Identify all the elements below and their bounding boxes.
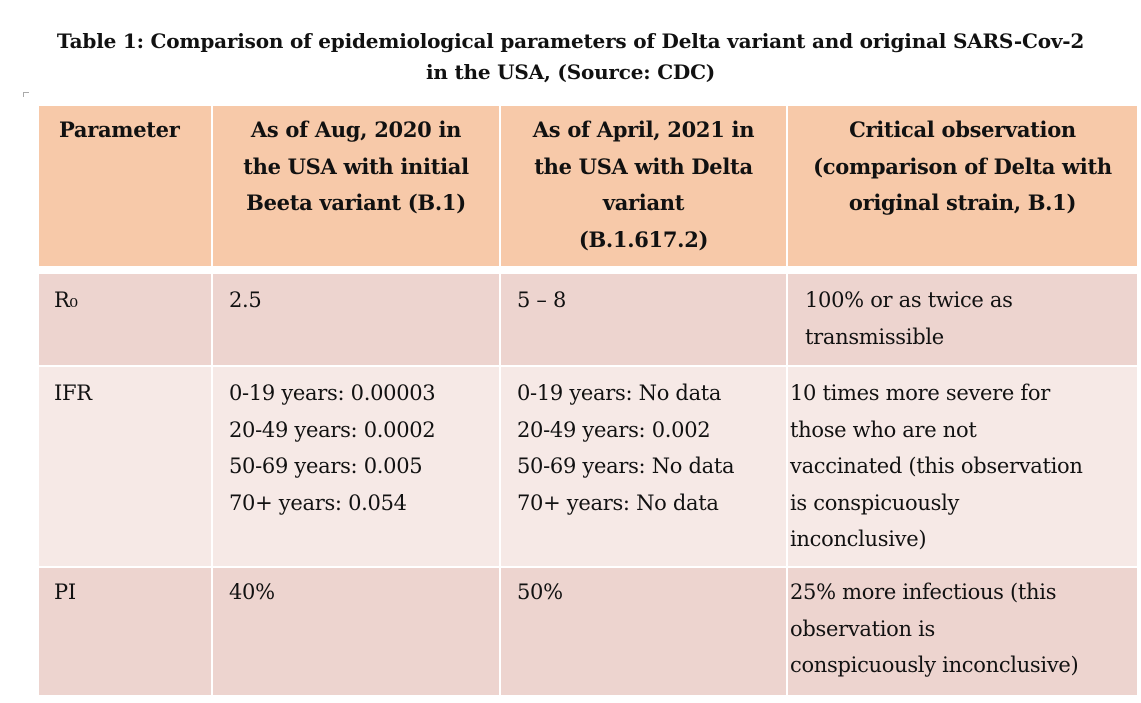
cell-line: conspicuously inconclusive) bbox=[790, 653, 1079, 677]
cell-parameter: IFR bbox=[39, 367, 212, 566]
cell-observation: 10 times more severe for those who are n… bbox=[786, 367, 1137, 566]
header-line: As of Aug, 2020 in bbox=[250, 117, 462, 142]
cell-line: vaccinated (this observation bbox=[790, 454, 1083, 478]
table-row-pi: PI 40% 50% 25% more infectious (this obs… bbox=[39, 568, 1137, 695]
header-line: As of April, 2021 in bbox=[532, 117, 755, 142]
header-line: (B.1.617.2) bbox=[578, 226, 709, 252]
cell-line: 40% bbox=[229, 580, 275, 604]
cell-line: 50-69 years: No data bbox=[517, 454, 735, 478]
cell-aug-2020: 0-19 years: 0.00003 20-49 years: 0.0002 … bbox=[211, 367, 500, 566]
cell-line: 50-69 years: 0.005 bbox=[229, 454, 423, 478]
header-line: the USA with initial bbox=[243, 153, 469, 179]
cell-line: observation is bbox=[790, 616, 936, 641]
cell-line: 0-19 years: No data bbox=[517, 381, 722, 405]
caption-line-2: in the USA, (Source: CDC) bbox=[425, 60, 716, 84]
header-aug-2020: As of Aug, 2020 in the USA with initial … bbox=[211, 106, 500, 266]
cell-line: transmissible bbox=[805, 324, 944, 349]
header-line: Parameter bbox=[59, 117, 180, 142]
cell-line: 100% or as twice as bbox=[805, 288, 1013, 312]
header-parameter: Parameter bbox=[39, 106, 212, 266]
cell-line: IFR bbox=[54, 381, 92, 405]
cell-line: 20-49 years: 0.0002 bbox=[229, 417, 436, 442]
cell-parameter: PI bbox=[39, 568, 212, 695]
table-caption: Table 1: Comparison of epidemiological p… bbox=[0, 26, 1141, 88]
cell-line: 10 times more severe for bbox=[790, 381, 1050, 405]
cell-line: those who are not bbox=[790, 417, 977, 442]
cell-observation: 25% more infectious (this observation is… bbox=[786, 568, 1137, 695]
table-row-ifr: IFR 0-19 years: 0.00003 20-49 years: 0.0… bbox=[39, 367, 1137, 566]
cell-aug-2020: 40% bbox=[211, 568, 500, 695]
header-line: variant bbox=[602, 190, 685, 215]
cell-observation: 100% or as twice as transmissible bbox=[786, 274, 1137, 365]
crop-mark bbox=[23, 92, 29, 97]
cell-line: R₀ bbox=[54, 288, 78, 312]
cell-line: 20-49 years: 0.002 bbox=[517, 417, 711, 442]
header-line: Critical observation bbox=[849, 117, 1076, 142]
header-line: (comparison of Delta with bbox=[813, 153, 1112, 179]
cell-apr-2021: 0-19 years: No data 20-49 years: 0.002 5… bbox=[499, 367, 787, 566]
cell-line: PI bbox=[54, 580, 76, 604]
table-row-r0: R₀ 2.5 5 – 8 100% or as twice as transmi… bbox=[39, 274, 1137, 365]
table-header-row: Parameter As of Aug, 2020 in the USA wit… bbox=[39, 106, 1137, 266]
caption-line-1: Table 1: Comparison of epidemiological p… bbox=[56, 29, 1085, 53]
cell-line: 50% bbox=[517, 580, 563, 604]
cell-apr-2021: 50% bbox=[499, 568, 787, 695]
cell-parameter: R₀ bbox=[39, 274, 212, 365]
cell-line: 70+ years: No data bbox=[517, 490, 719, 515]
header-line: original strain, B.1) bbox=[848, 190, 1077, 215]
header-apr-2021: As of April, 2021 in the USA with Delta … bbox=[499, 106, 787, 266]
cell-apr-2021: 5 – 8 bbox=[499, 274, 787, 365]
comparison-table: Parameter As of Aug, 2020 in the USA wit… bbox=[39, 106, 1137, 695]
cell-line: 70+ years: 0.054 bbox=[229, 490, 407, 515]
cell-line: 5 – 8 bbox=[517, 288, 567, 312]
header-line: Beeta variant (B.1) bbox=[246, 190, 466, 215]
cell-aug-2020: 2.5 bbox=[211, 274, 500, 365]
cell-line: 25% more infectious (this bbox=[790, 580, 1057, 604]
cell-line: 0-19 years: 0.00003 bbox=[229, 381, 436, 405]
cell-line: inconclusive) bbox=[790, 527, 927, 551]
cell-line: 2.5 bbox=[229, 288, 262, 312]
cell-line: is conspicuously bbox=[790, 490, 960, 515]
header-line: the USA with Delta bbox=[534, 153, 753, 179]
header-observation: Critical observation (comparison of Delt… bbox=[786, 106, 1137, 266]
